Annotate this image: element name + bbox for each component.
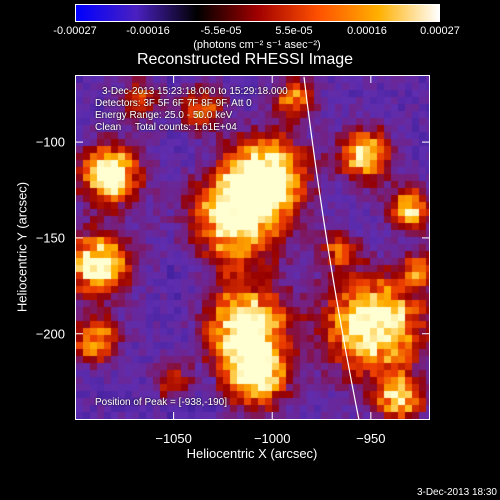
peak-position-text: Position of Peak = [-938,-190]	[95, 397, 228, 408]
energy-range-text: Energy Range: 25.0 - 50.0 keV	[95, 110, 233, 121]
colorbar-tick-label: -0.00027	[53, 25, 97, 37]
x-tick-label: −1050	[155, 431, 192, 446]
chart-title: Reconstructed RHESSI Image	[136, 51, 354, 68]
heatmap-image	[76, 76, 429, 419]
image-plot-area	[75, 75, 430, 420]
footer-timestamp: 3-Dec-2013 18:30	[416, 487, 497, 498]
y-tick-label: −150	[35, 230, 65, 246]
x-tick-label: −1000	[253, 431, 291, 446]
clean-counts-text: Clean Total counts: 1.61E+04	[95, 122, 237, 133]
colorbar-tick-label: 0.00016	[347, 25, 387, 37]
colorbar	[75, 4, 440, 22]
y-tick-label: −200	[35, 326, 65, 342]
y-axis-label: Heliocentric Y (arcsec)	[14, 181, 30, 313]
time-range-text: 3-Dec-2013 15:23:18.000 to 15:29:18.000	[102, 86, 288, 97]
colorbar-tick-label: 5.5e-05	[275, 25, 313, 37]
colorbar-tick-label: 0.00027	[420, 25, 460, 37]
x-tick-label: −950	[356, 431, 386, 446]
colorbar-tick-label: -5.5e-05	[200, 25, 242, 37]
y-tick-label: −100	[35, 134, 65, 150]
colorbar-tick-label: -0.00016	[126, 25, 170, 37]
detectors-text: Detectors: 3F 5F 6F 7F 8F 9F, Att 0	[95, 98, 252, 109]
x-axis-label: Heliocentric X (arcsec)	[186, 446, 318, 461]
colorbar-unit-label: (photons cm⁻² s⁻¹ asec⁻²)	[193, 39, 321, 51]
